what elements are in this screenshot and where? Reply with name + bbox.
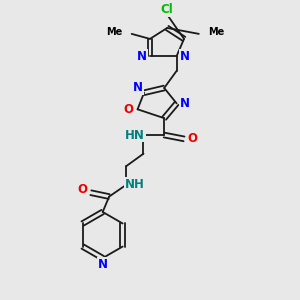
- Text: N: N: [133, 81, 142, 94]
- Text: N: N: [137, 50, 147, 63]
- Text: NH: NH: [125, 178, 145, 191]
- Text: HN: HN: [125, 128, 145, 142]
- Text: N: N: [180, 97, 190, 110]
- Text: Cl: Cl: [161, 3, 173, 16]
- Text: O: O: [78, 183, 88, 196]
- Text: Me: Me: [106, 27, 123, 38]
- Text: Me: Me: [208, 27, 224, 38]
- Text: N: N: [180, 50, 190, 63]
- Text: N: N: [98, 258, 108, 271]
- Text: O: O: [187, 132, 197, 146]
- Text: O: O: [124, 103, 134, 116]
